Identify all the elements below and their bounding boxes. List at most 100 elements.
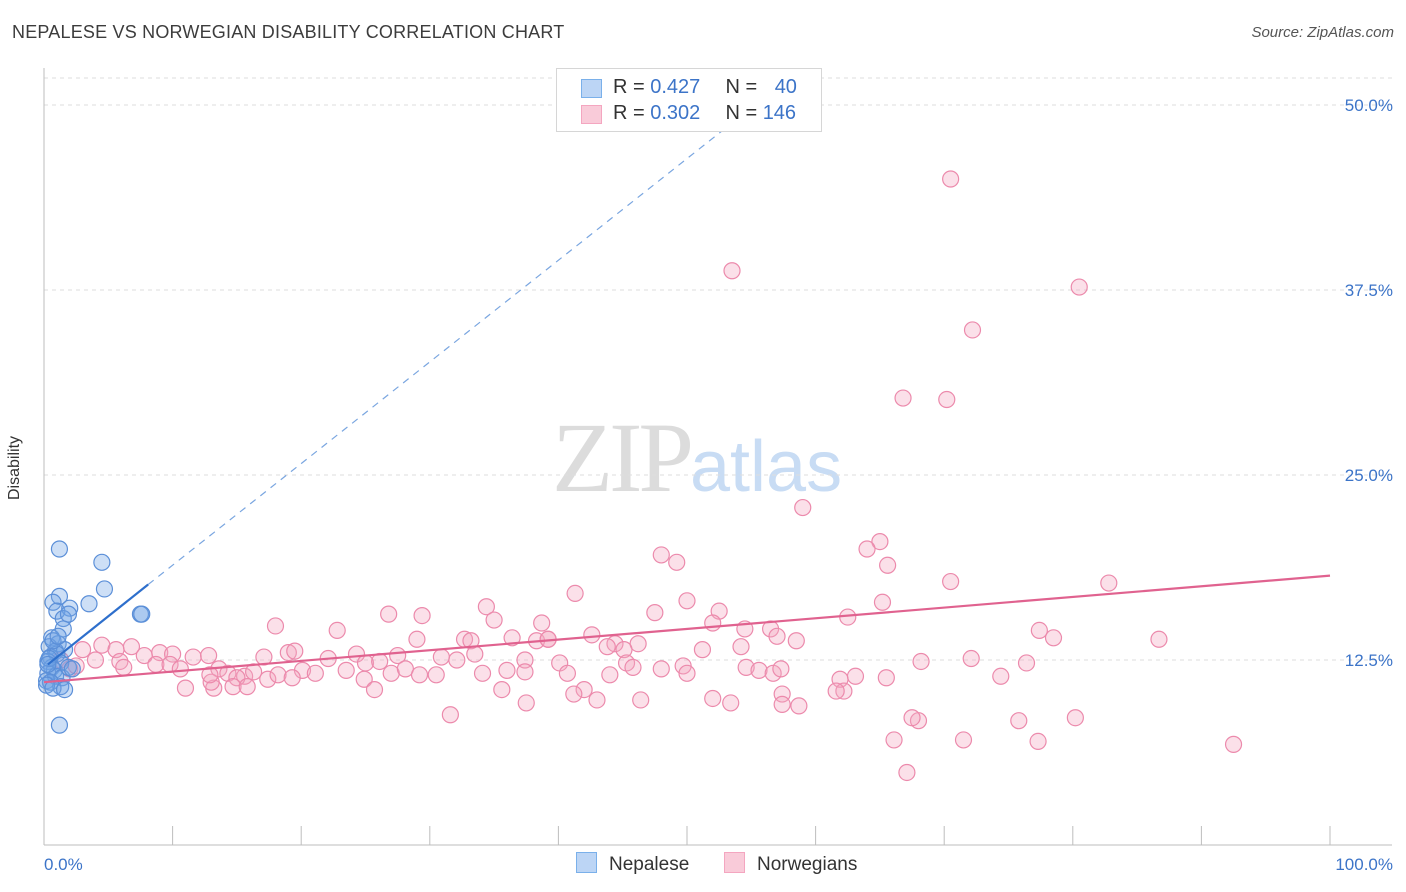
norwegians-legend-swatch [724, 852, 745, 873]
norwegian-point [601, 666, 619, 684]
norwegian-point [224, 678, 242, 696]
watermark-zip: ZIP [552, 402, 694, 513]
legend-item-norwegians[interactable]: Norwegians [724, 852, 857, 876]
norwegian-point [448, 651, 466, 669]
nepalese-point [55, 680, 74, 699]
norwegian-point [462, 632, 480, 650]
nepalese-swatch [581, 79, 602, 98]
norwegian-point [337, 661, 355, 679]
legend-item-nepalese[interactable]: Nepalese [576, 852, 689, 876]
norwegian-point [410, 666, 429, 684]
norwegian-point [477, 598, 495, 616]
norwegian-point [723, 262, 741, 280]
norwegian-point [827, 682, 845, 700]
norwegian-point [533, 614, 551, 632]
y-tick-label: 12.5% [1345, 651, 1393, 670]
norwegian-point [732, 638, 750, 656]
norwegian-point [668, 553, 686, 571]
norwegian-point [355, 670, 373, 688]
x-tick-label: 0.0% [44, 855, 83, 874]
norwegian-point [1030, 621, 1048, 640]
legend-label-norwegians: Norwegians [757, 854, 858, 875]
norwegian-point [879, 556, 897, 574]
norwegian-point [963, 321, 982, 339]
norwegian-point [912, 652, 930, 671]
norwegian-point [722, 694, 740, 712]
norwegian-point [466, 645, 484, 663]
norwegian-point [493, 680, 511, 699]
norwegian-point [93, 636, 111, 654]
norwegian-point [737, 658, 755, 677]
norwegian-point [624, 658, 642, 677]
norwegian-point [259, 670, 277, 688]
norwegian-point [441, 706, 459, 724]
nepalese-point [133, 605, 151, 623]
norwegian-point [365, 680, 384, 699]
norwegian-point [704, 614, 722, 632]
norwegian-point [1150, 630, 1168, 648]
norwegian-point [164, 645, 182, 663]
x-tick-label: 100.0% [1335, 855, 1393, 874]
r-value: 0.427 [650, 76, 701, 98]
norwegian-point [652, 660, 670, 678]
nepalese-trend-line [47, 583, 149, 666]
norwegians-trend-line [43, 574, 1331, 684]
norwegian-point [382, 664, 400, 682]
norwegian-point [646, 604, 664, 622]
norwegian-point [408, 630, 426, 648]
norwegian-point [873, 593, 892, 611]
norwegian-point [1029, 732, 1047, 751]
n-value: 40 [774, 76, 797, 98]
norwegian-point [898, 763, 916, 782]
norwegian-point [704, 689, 722, 708]
norwegian-point [115, 658, 133, 677]
nepalese-point [50, 540, 69, 558]
r-label: R = [613, 76, 651, 98]
norwegian-point [678, 592, 696, 610]
norwegian-point [238, 678, 256, 696]
nepalese-trend-extension [147, 97, 765, 585]
norwegian-point [794, 498, 812, 517]
norwegian-point [473, 664, 492, 682]
norwegian-point [1100, 574, 1118, 592]
norwegian-point [347, 645, 366, 663]
norwegian-point [516, 651, 534, 669]
norwegian-point [858, 540, 876, 558]
norwegian-point [942, 170, 960, 188]
nepalese-point [61, 599, 79, 617]
norwegian-point [615, 641, 633, 659]
norwegian-point [787, 632, 805, 650]
norwegian-point [871, 532, 889, 551]
nepalese-point [80, 595, 98, 613]
norwegian-point [773, 695, 791, 714]
norwegian-point [894, 389, 912, 407]
norwegian-point [575, 680, 593, 699]
norwegian-point [992, 667, 1010, 685]
r-value: 0.302 [650, 102, 701, 124]
n-label: N = [725, 102, 763, 124]
source-label: Source: ZipAtlas.com [1251, 24, 1394, 41]
norwegian-point [772, 660, 790, 678]
norwegian-point [432, 648, 450, 666]
norwegian-point [903, 709, 921, 727]
norwegian-point [693, 641, 712, 659]
norwegian-point [1224, 735, 1243, 753]
norwegian-point [122, 638, 141, 656]
y-tick-label: 25.0% [1345, 466, 1393, 485]
norwegian-point [938, 390, 956, 409]
norwegian-point [954, 731, 973, 749]
nepalese-legend-swatch [576, 852, 597, 873]
chart-title: NEPALESE VS NORWEGIAN DISABILITY CORRELA… [12, 22, 565, 42]
nepalese-point [50, 716, 69, 734]
norwegian-point [583, 626, 601, 644]
nepalese-point [93, 553, 111, 571]
norwegian-point [846, 667, 865, 685]
norwegian-point [269, 666, 287, 684]
norwegian-point [790, 697, 808, 715]
norwegian-point [380, 605, 398, 623]
norwegian-point [201, 666, 219, 684]
norwegian-point [877, 669, 895, 687]
nepalese-point [95, 580, 114, 598]
norwegian-point [266, 617, 285, 635]
